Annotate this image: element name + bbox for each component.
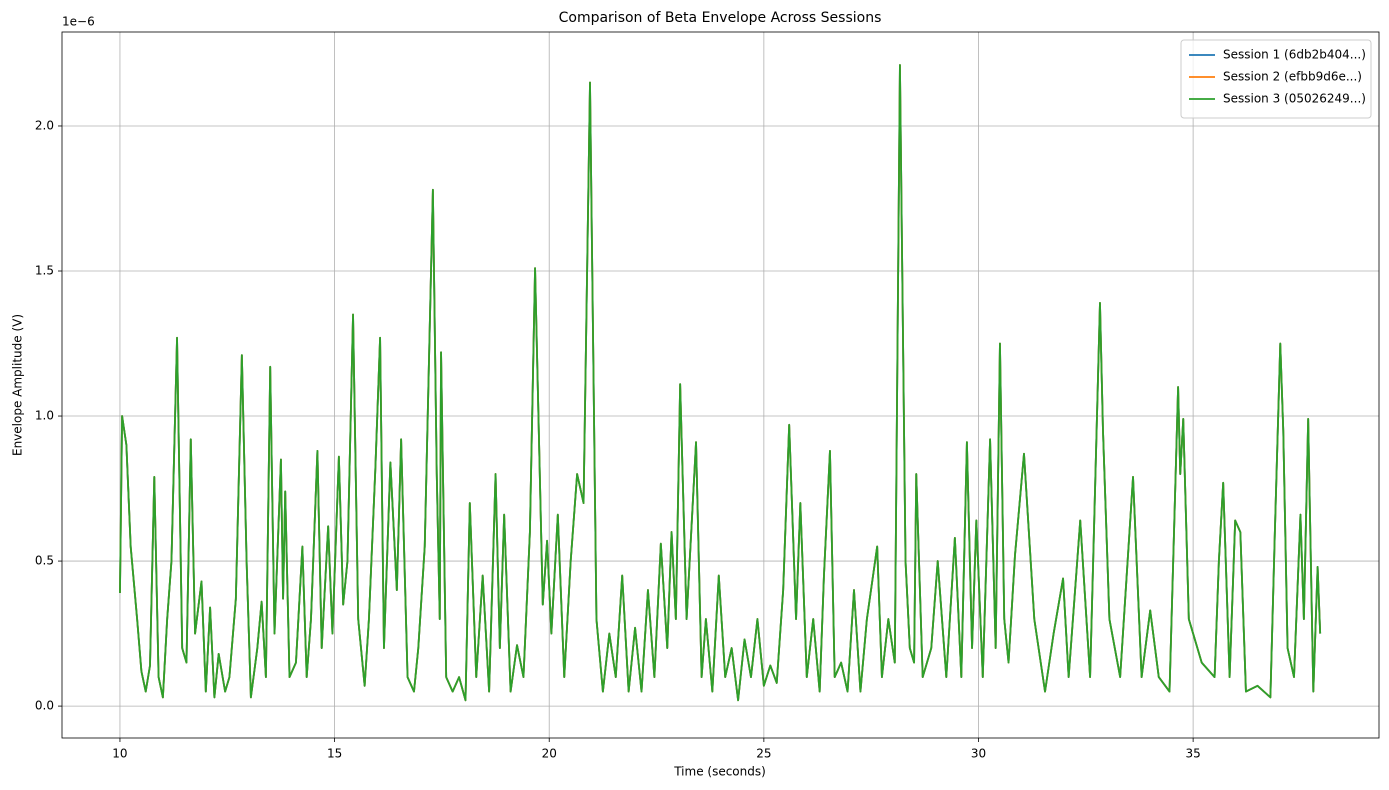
x-tick-label: 25 <box>756 747 771 761</box>
y-offset-label: 1e−6 <box>62 15 95 29</box>
chart-title: Comparison of Beta Envelope Across Sessi… <box>559 10 882 26</box>
legend-label: Session 3 (05026249...) <box>1223 92 1366 106</box>
y-tick-label: 1.0 <box>35 409 54 423</box>
legend-label: Session 1 (6db2b404...) <box>1223 48 1366 62</box>
legend-box <box>1180 39 1372 119</box>
x-axis-label: Time (seconds) <box>673 765 766 779</box>
x-tick-label: 15 <box>327 747 342 761</box>
x-tick-label: 20 <box>542 747 557 761</box>
x-tick-label: 35 <box>1185 747 1200 761</box>
y-tick-label: 2.0 <box>35 118 54 132</box>
plot-frame <box>61 31 1380 739</box>
x-tick-label: 10 <box>112 747 127 761</box>
y-axis-label: Envelope Amplitude (V) <box>11 314 25 456</box>
series-line <box>119 64 1322 702</box>
y-tick-label: 1.5 <box>35 264 54 278</box>
x-tick-label: 30 <box>971 747 986 761</box>
y-tick-label: 0.5 <box>35 554 54 568</box>
y-tick-label: 0.0 <box>35 699 54 713</box>
legend-label: Session 2 (efbb9d6e...) <box>1223 70 1362 84</box>
